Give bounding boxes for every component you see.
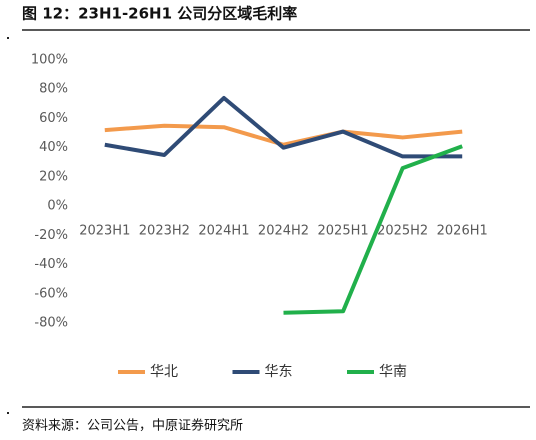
y-tick-label: 60% bbox=[39, 111, 68, 126]
y-tick-label: -80% bbox=[34, 316, 68, 331]
source: 资料来源：公司公告，中原证券研究所 bbox=[22, 418, 243, 434]
legend-label: 华北 bbox=[150, 364, 178, 380]
y-tick-label: -60% bbox=[34, 286, 68, 301]
series-line bbox=[104, 95, 463, 159]
y-tick-label: 40% bbox=[39, 140, 68, 155]
x-tick-label: 2025H1 bbox=[318, 224, 369, 239]
x-tick-label: 2024H1 bbox=[198, 224, 249, 239]
dot bbox=[7, 412, 9, 414]
dot bbox=[7, 37, 9, 39]
y-tick-label: -40% bbox=[34, 257, 68, 272]
x-tick-label: 2023H2 bbox=[139, 224, 190, 239]
x-tick-label: 2025H2 bbox=[377, 224, 428, 239]
x-tick-label: 2026H1 bbox=[437, 224, 488, 239]
chart-title: 图 12：23H1-26H1 公司分区域毛利率 bbox=[22, 5, 297, 23]
legend-label: 华南 bbox=[379, 364, 407, 380]
x-tick-label: 2024H2 bbox=[258, 224, 309, 239]
y-tick-label: 0% bbox=[47, 199, 68, 214]
y-tick-label: 80% bbox=[39, 82, 68, 97]
y-tick-label: -20% bbox=[34, 228, 68, 243]
series-line bbox=[283, 144, 463, 315]
series-line bbox=[104, 123, 463, 147]
y-tick-label: 100% bbox=[31, 53, 68, 68]
y-tick-label: 20% bbox=[39, 169, 68, 184]
legend-label: 华东 bbox=[265, 364, 293, 380]
x-tick-label: 2023H1 bbox=[79, 224, 130, 239]
